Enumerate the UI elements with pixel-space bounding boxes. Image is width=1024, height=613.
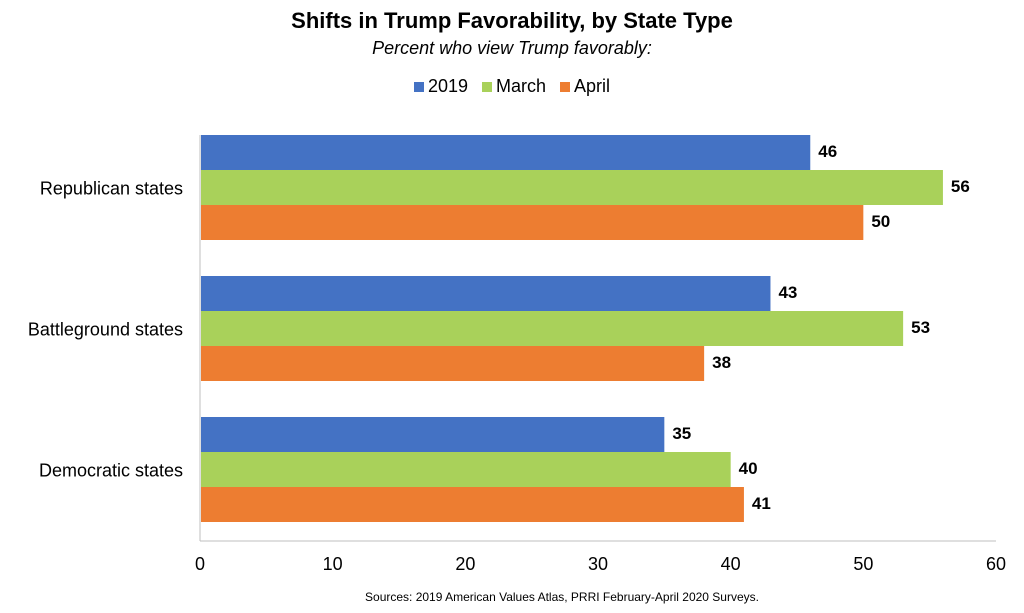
data-label: 46 — [818, 142, 837, 161]
x-tick-label: 0 — [195, 554, 205, 574]
data-label: 50 — [871, 212, 890, 231]
data-label: 40 — [739, 459, 758, 478]
bar-2019-0 — [201, 135, 811, 170]
legend-label-march: March — [496, 76, 547, 96]
chart-subtitle: Percent who view Trump favorably: — [372, 38, 652, 58]
bar-march-1 — [201, 311, 904, 346]
bar-april-0 — [201, 205, 864, 240]
legend-item-march: March — [482, 76, 546, 97]
legend-swatch-march — [482, 81, 492, 92]
legend-item-april: April — [560, 76, 610, 97]
x-tick-label: 40 — [721, 554, 741, 574]
data-label: 41 — [752, 494, 771, 513]
x-tick-label: 30 — [588, 554, 608, 574]
legend-swatch-2019 — [413, 81, 424, 92]
data-label: 56 — [951, 177, 970, 196]
chart-title: Shifts in Trump Favorability, by State T… — [291, 8, 733, 33]
legend: 2019 March April — [0, 76, 1024, 97]
legend-label-2019: 2019 — [427, 76, 468, 96]
x-tick-label: 10 — [323, 554, 343, 574]
data-label: 38 — [712, 353, 731, 372]
x-tick-label: 50 — [853, 554, 873, 574]
legend-swatch-april — [560, 81, 571, 92]
bar-march-0 — [201, 170, 943, 205]
bar-april-2 — [201, 487, 744, 522]
x-tick-label: 60 — [986, 554, 1006, 574]
category-label: Republican states — [40, 178, 183, 198]
bar-2019-1 — [201, 276, 771, 311]
legend-item-2019: 2019 — [413, 76, 468, 97]
data-label: 53 — [911, 318, 930, 337]
bar-2019-2 — [201, 417, 665, 452]
data-label: 35 — [672, 424, 691, 443]
bar-april-1 — [201, 346, 705, 381]
category-label: Battleground states — [28, 319, 183, 339]
source-note: Sources: 2019 American Values Atlas, PRR… — [365, 590, 759, 604]
data-label: 43 — [778, 283, 797, 302]
category-label: Democratic states — [39, 460, 183, 480]
bar-march-2 — [201, 452, 731, 487]
x-tick-label: 20 — [455, 554, 475, 574]
legend-label-april: April — [574, 76, 611, 96]
